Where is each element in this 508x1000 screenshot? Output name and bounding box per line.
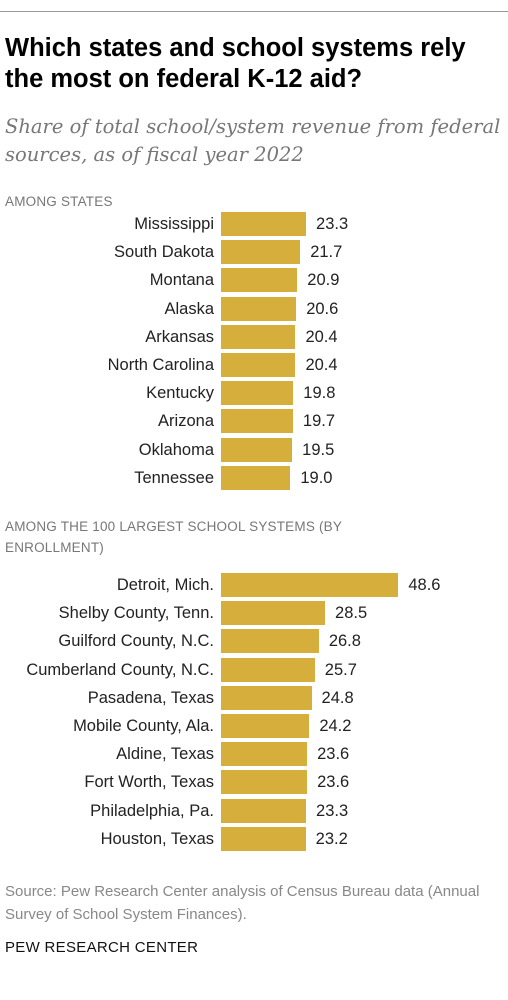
bar-row: Mobile County, Ala. 24.2 — [0, 714, 508, 738]
category-label: Detroit, Mich. — [116, 576, 214, 594]
category-label: Arkansas — [145, 327, 214, 346]
bar-row: Guilford County, N.C. 26.8 — [0, 629, 508, 654]
category-label: Mobile County, Ala. — [73, 717, 214, 735]
bar — [221, 240, 301, 265]
value-label: 25.7 — [324, 660, 357, 679]
bar-row: Shelby County, Tenn. 28.5 — [0, 601, 508, 626]
bar — [221, 798, 307, 823]
bar-row: Kentucky 19.8 — [0, 381, 508, 406]
bar — [221, 465, 291, 490]
top-rule — [0, 11, 508, 12]
bar — [221, 409, 293, 434]
category-label: Fort Worth, Texas — [84, 773, 214, 792]
bar — [221, 714, 310, 738]
value-label: 20.9 — [307, 271, 340, 290]
bar — [221, 601, 326, 626]
bar-row: Aldine, Texas 23.6 — [0, 742, 508, 767]
bar — [221, 268, 298, 293]
category-label: Kentucky — [146, 384, 214, 403]
bar-row: Alaska 20.6 — [0, 296, 508, 321]
bar-row: Philadelphia, Pa. 23.3 — [0, 798, 508, 823]
value-label: 48.6 — [408, 576, 441, 594]
value-label: 23.3 — [316, 215, 349, 233]
category-label: Guilford County, N.C. — [58, 632, 214, 651]
bar — [221, 629, 319, 654]
bar-row: Houston, Texas 23.2 — [0, 826, 508, 851]
bar — [221, 381, 294, 406]
bar-row: Cumberland County, N.C. 25.7 — [0, 657, 508, 682]
footer-brand: PEW RESEARCH CENTER — [5, 939, 199, 956]
bar — [221, 573, 399, 597]
bar-row: Tennessee 19.0 — [0, 465, 508, 490]
category-label: South Dakota — [114, 243, 214, 262]
bar — [221, 437, 293, 462]
section-heading-states: AMONG STATES — [5, 194, 113, 209]
value-label: 23.3 — [316, 801, 349, 820]
bar-row: Arkansas 20.4 — [0, 324, 508, 349]
value-label: 19.8 — [303, 384, 336, 403]
category-label: Pasadena, Texas — [87, 688, 214, 707]
value-label: 21.7 — [310, 243, 343, 262]
category-label: North Carolina — [107, 356, 214, 374]
chart-subtitle: Share of total school/system revenue fro… — [5, 115, 501, 166]
category-label: Alaska — [164, 299, 214, 318]
category-label: Cumberland County, N.C. — [26, 660, 214, 679]
bar — [221, 212, 307, 236]
category-label: Oklahoma — [138, 440, 214, 459]
category-label: Shelby County, Tenn. — [58, 604, 214, 623]
value-label: 20.4 — [305, 356, 338, 374]
category-label: Montana — [149, 271, 214, 290]
value-label: 20.6 — [306, 299, 339, 318]
bar — [221, 826, 306, 851]
bar — [221, 324, 296, 349]
value-label: 19.0 — [300, 468, 333, 487]
value-label: 24.8 — [321, 688, 354, 707]
category-label: Houston, Texas — [100, 829, 214, 848]
bar — [221, 685, 312, 710]
bar — [221, 296, 297, 321]
bar-row: South Dakota 21.7 — [0, 240, 508, 265]
bar — [221, 657, 315, 682]
value-label: 28.5 — [335, 604, 368, 623]
value-label: 19.7 — [302, 412, 336, 431]
category-label: Tennessee — [134, 468, 214, 487]
value-label: 24.2 — [319, 717, 352, 735]
category-label: Mississippi — [134, 215, 214, 233]
bar-row: North Carolina 20.4 — [0, 353, 508, 377]
bar-row: Detroit, Mich. 48.6 — [0, 573, 508, 597]
value-label: 23.2 — [315, 829, 348, 848]
value-label: 20.4 — [305, 327, 338, 346]
value-label: 23.6 — [317, 773, 350, 792]
section-heading-school-systems: AMONG THE 100 LARGEST SCHOOL SYSTEMS (BY… — [5, 519, 342, 555]
bar-row: Montana 20.9 — [0, 268, 508, 293]
bar-row: Oklahoma 19.5 — [0, 437, 508, 462]
category-label: Arizona — [158, 412, 214, 431]
bar-row: Arizona 19.7 — [0, 409, 508, 434]
bar — [221, 770, 308, 795]
value-label: 23.6 — [317, 745, 350, 764]
bar — [221, 742, 308, 767]
source-note: Source: Pew Research Center analysis of … — [5, 883, 480, 923]
value-label: 19.5 — [302, 440, 335, 459]
value-label: 26.8 — [328, 632, 361, 651]
bar-row: Mississippi 23.3 — [0, 212, 508, 236]
category-label: Philadelphia, Pa. — [90, 801, 214, 820]
bar-row: Pasadena, Texas 24.8 — [0, 685, 508, 710]
category-label: Aldine, Texas — [116, 745, 214, 764]
bar — [221, 353, 296, 377]
bar-row: Fort Worth, Texas 23.6 — [0, 770, 508, 795]
chart-title: Which states and school systems rely the… — [5, 34, 466, 93]
